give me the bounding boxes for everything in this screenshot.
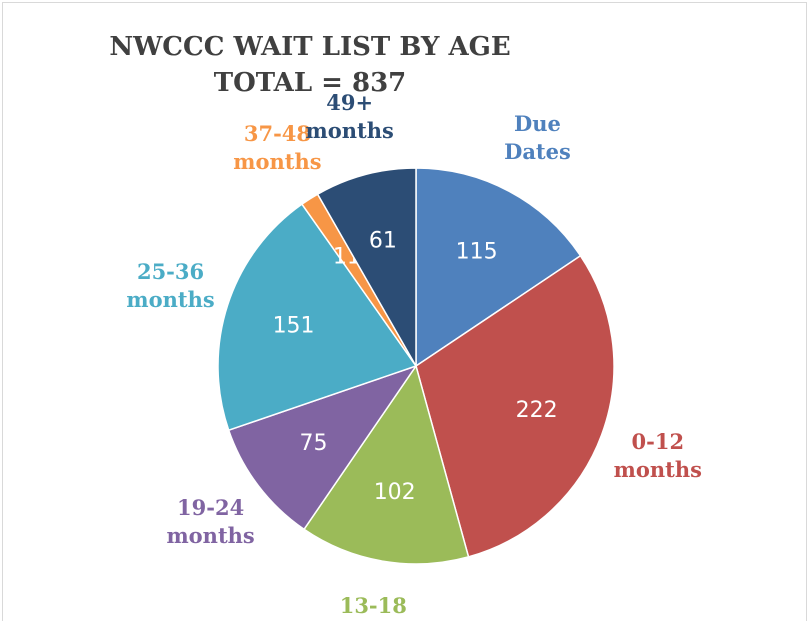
pie-slice — [316, 167, 417, 369]
value-label: 222 — [516, 398, 558, 423]
pie-slice — [217, 203, 418, 432]
category-label: Due Dates — [504, 111, 571, 165]
chart-subtitle: TOTAL = 837 — [213, 68, 407, 98]
category-label: 0-12 months — [613, 428, 702, 482]
value-label: 61 — [369, 229, 397, 254]
category-label: 13-18 months — [339, 593, 407, 619]
pie-slice — [302, 364, 470, 565]
value-label: 75 — [300, 431, 328, 456]
pie-slice — [415, 167, 582, 368]
pie-slice — [227, 364, 418, 531]
category-label: 25-36 months — [126, 259, 215, 313]
value-label: 115 — [456, 239, 498, 264]
category-label: 49+ months — [305, 89, 394, 143]
value-label: 102 — [374, 480, 416, 505]
value-label: 151 — [273, 313, 315, 338]
category-label: 37-48 months — [233, 121, 322, 175]
chart-title: NWCCC WAIT LIST BY AGE — [109, 32, 511, 62]
category-label: 19-24 months — [166, 495, 255, 549]
pie-slice — [415, 254, 615, 558]
